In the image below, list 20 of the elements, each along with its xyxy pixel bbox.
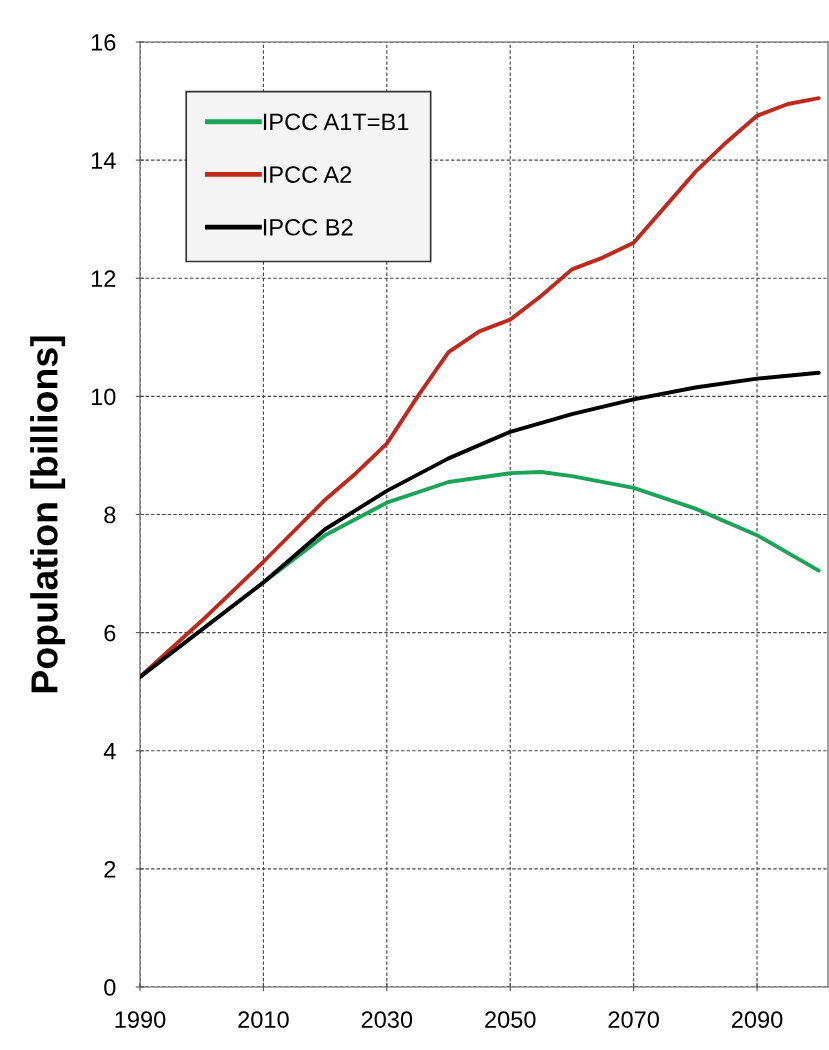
y-tick-label: 8 (104, 506, 116, 524)
line-series (140, 370, 821, 679)
x-tick-label: 2070 (608, 1011, 659, 1028)
legend-label: IPCC A1T=B1 (263, 113, 409, 131)
y-tick-label: 4 (103, 743, 116, 760)
y-axis-title: Population [billions] (30, 336, 66, 693)
y-tick-label: 6 (104, 624, 116, 642)
x-tick-label: 2090 (731, 1011, 783, 1028)
x-tick-label: 2050 (485, 1011, 536, 1028)
y-tick-label: 0 (104, 979, 116, 996)
legend-label: IPCC B2 (263, 218, 353, 236)
x-tick-label: 2010 (238, 1011, 289, 1028)
x-tick-label: 2030 (361, 1011, 413, 1028)
y-tick-label: 2 (104, 860, 116, 878)
y-tick-label: 16 (91, 34, 116, 51)
y-tick-label: 12 (91, 270, 116, 287)
y-tick-label: 14 (91, 152, 116, 169)
y-tick-label: 10 (91, 388, 116, 406)
legend-label: IPCC A2 (263, 166, 352, 183)
x-tick-label: 1990 (115, 1011, 166, 1028)
